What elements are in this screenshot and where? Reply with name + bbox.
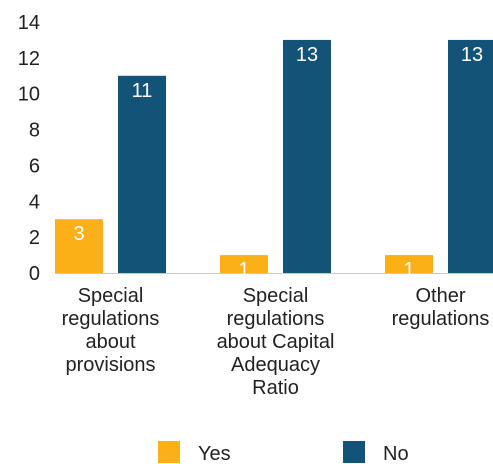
bar-yes-3 xyxy=(385,255,433,273)
category-label: Ratio xyxy=(252,377,299,399)
legend: Yes No xyxy=(158,441,409,464)
category-label: provisions xyxy=(65,354,155,376)
category-label: Special xyxy=(243,285,309,307)
category-label: regulations xyxy=(227,308,325,330)
y-tick-label: 6 xyxy=(29,155,40,177)
bar-no-1 xyxy=(118,75,166,274)
legend-label: No xyxy=(383,443,409,464)
data-label: 1 xyxy=(238,259,249,281)
category-label: about Capital xyxy=(217,331,335,353)
category-label: regulations xyxy=(392,308,490,330)
y-tick-label: 12 xyxy=(18,48,40,70)
y-tick-label: 10 xyxy=(18,84,40,106)
category-label: regulations xyxy=(62,308,160,330)
y-tick-label: 0 xyxy=(29,263,40,285)
data-label: 11 xyxy=(132,80,153,102)
data-label: 3 xyxy=(73,223,84,245)
category-label: Other xyxy=(415,285,465,307)
data-label: 13 xyxy=(296,44,318,66)
y-tick-label: 4 xyxy=(29,191,40,213)
data-label: 1 xyxy=(403,259,414,281)
bar-no-3 xyxy=(448,39,493,273)
y-tick-label: 2 xyxy=(29,227,40,249)
category-label: Special xyxy=(78,285,144,307)
y-tick-label: 8 xyxy=(29,120,40,142)
legend-label: Yes xyxy=(198,443,231,464)
data-label: 13 xyxy=(461,44,483,66)
bar-yes-1 xyxy=(55,219,103,273)
category-label: Adequacy xyxy=(231,354,320,376)
y-tick-label: 14 xyxy=(18,12,40,34)
y-axis: 0 2 4 6 8 10 12 14 xyxy=(18,12,40,285)
category-label: about xyxy=(85,331,135,353)
bar-no-2 xyxy=(283,39,331,273)
legend-swatch-no xyxy=(343,441,365,463)
category-labels-group: SpecialregulationsaboutprovisionsSpecial… xyxy=(62,285,490,399)
legend-swatch-yes xyxy=(158,441,180,463)
bar-yes-2 xyxy=(220,255,268,273)
bars-group xyxy=(55,39,493,274)
